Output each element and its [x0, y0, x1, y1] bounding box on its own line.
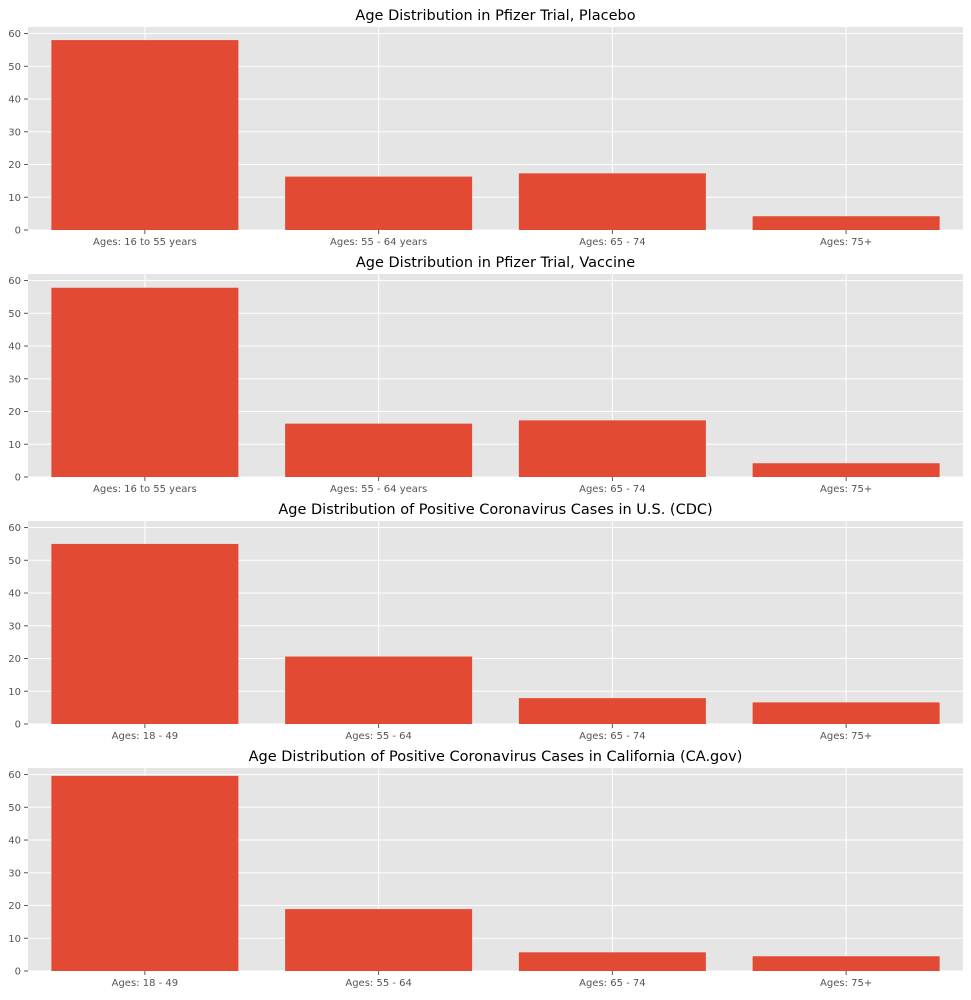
x-tick-label: Ages: 16 to 55 years — [93, 237, 197, 248]
x-tick-label: Ages: 55 - 64 — [345, 978, 412, 989]
chart-4: Age Distribution of Positive Coronavirus… — [8, 749, 963, 989]
chart-title: Age Distribution in Pfizer Trial, Vaccin… — [356, 255, 635, 271]
y-tick-label: 60 — [8, 29, 21, 40]
y-tick-label: 50 — [8, 62, 21, 73]
bar-3 — [518, 698, 706, 724]
x-tick-label: Ages: 55 - 64 years — [330, 484, 427, 495]
x-tick-label: Ages: 55 - 64 — [345, 731, 412, 742]
bar-1 — [51, 543, 239, 724]
bar-3 — [518, 952, 706, 971]
chart-title: Age Distribution in Pfizer Trial, Placeb… — [355, 8, 635, 24]
bar-4 — [752, 702, 940, 724]
bar-1 — [51, 40, 239, 231]
bar-2 — [285, 423, 473, 477]
y-tick-label: 10 — [8, 934, 21, 945]
x-tick-label: Ages: 16 to 55 years — [93, 484, 197, 495]
bar-1 — [51, 775, 239, 971]
bar-2 — [285, 656, 473, 724]
y-tick-label: 30 — [8, 127, 21, 138]
y-tick-label: 40 — [8, 95, 21, 106]
bar-4 — [752, 463, 940, 477]
bar-4 — [752, 216, 940, 230]
bar-3 — [518, 420, 706, 477]
y-tick-label: 50 — [8, 556, 21, 567]
x-tick-label: Ages: 75+ — [820, 978, 872, 989]
x-tick-label: Ages: 65 - 74 — [579, 978, 646, 989]
x-tick-label: Ages: 75+ — [820, 731, 872, 742]
y-tick-label: 0 — [15, 473, 21, 484]
y-tick-label: 0 — [15, 226, 21, 237]
y-tick-label: 50 — [8, 803, 21, 814]
x-tick-label: Ages: 65 - 74 — [579, 731, 646, 742]
bar-2 — [285, 176, 473, 230]
x-tick-label: Ages: 75+ — [820, 237, 872, 248]
y-tick-label: 40 — [8, 836, 21, 847]
bar-3 — [518, 173, 706, 230]
y-tick-label: 40 — [8, 589, 21, 600]
x-tick-label: Ages: 55 - 64 years — [330, 237, 427, 248]
chart-title: Age Distribution of Positive Coronavirus… — [249, 749, 743, 765]
x-tick-label: Ages: 18 - 49 — [112, 731, 179, 742]
bar-4 — [752, 956, 940, 971]
bar-2 — [285, 909, 473, 971]
y-tick-label: 30 — [8, 374, 21, 385]
chart-title: Age Distribution of Positive Coronavirus… — [278, 502, 712, 518]
y-tick-label: 60 — [8, 276, 21, 287]
y-tick-label: 60 — [8, 523, 21, 534]
x-tick-label: Ages: 75+ — [820, 484, 872, 495]
y-tick-label: 30 — [8, 621, 21, 632]
bar-1 — [51, 287, 239, 477]
y-tick-label: 30 — [8, 868, 21, 879]
y-tick-label: 40 — [8, 342, 21, 353]
y-tick-label: 0 — [15, 967, 21, 978]
chart-1: Age Distribution in Pfizer Trial, Placeb… — [8, 8, 963, 248]
y-tick-label: 20 — [8, 160, 21, 171]
x-tick-label: Ages: 18 - 49 — [112, 978, 179, 989]
y-tick-label: 10 — [8, 440, 21, 451]
y-tick-label: 20 — [8, 407, 21, 418]
y-tick-label: 20 — [8, 901, 21, 912]
chart-2: Age Distribution in Pfizer Trial, Vaccin… — [8, 255, 963, 495]
chart-3: Age Distribution of Positive Coronavirus… — [8, 502, 963, 742]
y-tick-label: 10 — [8, 193, 21, 204]
y-tick-label: 0 — [15, 720, 21, 731]
y-tick-label: 60 — [8, 770, 21, 781]
x-tick-label: Ages: 65 - 74 — [579, 484, 646, 495]
y-tick-label: 50 — [8, 309, 21, 320]
y-tick-label: 20 — [8, 654, 21, 665]
y-tick-label: 10 — [8, 687, 21, 698]
x-tick-label: Ages: 65 - 74 — [579, 237, 646, 248]
